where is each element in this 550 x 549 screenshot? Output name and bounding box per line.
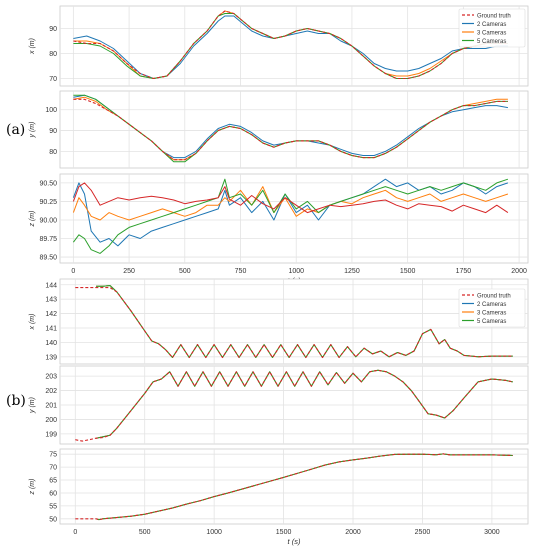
series-line-5-cameras: [73, 94, 508, 163]
series-line-ground-truth: [75, 453, 513, 521]
series-line-ground-truth: [75, 287, 513, 359]
y-tick-label: 142: [45, 311, 57, 318]
y-axis-label: z (m): [29, 479, 36, 496]
y-tick-label: 80: [49, 51, 57, 58]
legend-label: 3 Cameras: [477, 30, 506, 36]
x-tick-label: 0: [73, 529, 77, 536]
x-tick-label: 1500: [400, 268, 416, 275]
y-tick-label: 139: [45, 354, 57, 361]
y-tick-label: 200: [45, 417, 57, 424]
series-line-ground-truth: [75, 369, 513, 442]
x-axis-label: t (s): [288, 537, 301, 546]
x-tick-label: 2000: [511, 268, 527, 275]
legend: Ground truth 2 Cameras 3 Cameras 5 Cameras: [458, 288, 526, 328]
y-tick-label: 55: [49, 503, 57, 510]
legend-label: 5 Cameras: [477, 39, 506, 45]
x-tick-label: 1500: [276, 529, 292, 536]
plot-frame: [59, 90, 529, 169]
panel-tag-b: (b): [6, 393, 26, 409]
x-tick-label: 0: [71, 268, 75, 275]
y-tick-label: 70: [49, 76, 57, 83]
legend-label: 5 Cameras: [477, 319, 506, 325]
chart-panel-b-6: 0 500 1000 1500 2000 2500 3000 50 55 60 65 70 75 z (m…: [29, 448, 529, 546]
legend-label: 2 Cameras: [477, 22, 506, 28]
legend-label: 3 Cameras: [477, 310, 506, 316]
plot-frame: [59, 173, 529, 264]
series-line-ground-truth: [73, 10, 508, 80]
legend-box: [458, 288, 526, 328]
y-tick-label: 90.25: [39, 199, 57, 206]
y-axis-label: y (m): [29, 122, 36, 139]
x-tick-label: 2500: [415, 529, 431, 536]
legend-box: [458, 8, 526, 48]
x-tick-label: 1000: [288, 268, 304, 275]
x-tick-label: 1250: [344, 268, 360, 275]
chart-panel-a-3: 0 250 500 750 1000 1250 1500 1750 2000 89.50 89.75…: [29, 173, 529, 285]
chart-panel-a-2: 80 90 100 y (m): [29, 90, 529, 169]
y-axis-label: y (m): [29, 397, 36, 414]
y-axis-label: z (m): [29, 211, 36, 228]
y-axis-label: x (m): [29, 314, 36, 331]
y-tick-label: 65: [49, 478, 57, 485]
y-tick-label: 140: [45, 340, 57, 347]
panel-tag-a: (a): [6, 122, 26, 138]
legend-label: Ground truth: [477, 293, 511, 299]
y-tick-label: 89.75: [39, 236, 57, 243]
x-tick-label: 500: [139, 529, 151, 536]
y-tick-label: 50: [49, 516, 57, 523]
y-tick-label: 70: [49, 465, 57, 472]
x-tick-label: 3000: [484, 529, 500, 536]
y-tick-label: 141: [45, 325, 57, 332]
y-tick-label: 90.00: [39, 217, 57, 224]
y-tick-label: 201: [45, 403, 57, 410]
chart-panel-a-1: 70 80 90 x (m) Ground truth 2 Cameras 3 Camera…: [29, 5, 529, 87]
series-line-5-cameras: [72, 178, 509, 254]
y-tick-label: 89.50: [39, 255, 57, 262]
y-tick-label: 202: [45, 388, 57, 395]
y-tick-label: 144: [45, 282, 57, 289]
y-tick-label: 75: [49, 452, 57, 459]
x-tick-label: 2000: [345, 529, 361, 536]
plot-frame: [59, 448, 529, 525]
x-tick-label: 500: [179, 268, 191, 275]
x-tick-label: 750: [235, 268, 247, 275]
legend-label: Ground truth: [477, 13, 511, 19]
x-tick-label: 1750: [456, 268, 472, 275]
y-tick-label: 90: [49, 128, 57, 135]
chart-panel-b-5: 199 200 201 202 203 y (m): [29, 365, 529, 445]
x-tick-label: 250: [123, 268, 135, 275]
y-tick-label: 80: [49, 149, 57, 156]
y-tick-label: 199: [45, 431, 57, 438]
y-tick-label: 143: [45, 297, 57, 304]
legend: Ground truth 2 Cameras 3 Cameras 5 Cameras: [458, 8, 526, 48]
legend-label: 2 Cameras: [477, 302, 506, 308]
chart-panel-b-4: 139 140 141 142 143 144 x (m) Ground truth 2 Cam…: [29, 278, 529, 365]
x-tick-label: 1000: [206, 529, 222, 536]
y-tick-label: 100: [45, 107, 57, 114]
y-tick-label: 90: [49, 26, 57, 33]
y-tick-label: 90.50: [39, 180, 57, 187]
y-tick-label: 60: [49, 490, 57, 497]
y-axis-label: x (m): [29, 38, 36, 55]
y-tick-label: 203: [45, 374, 57, 381]
series-line-ground-truth: [72, 182, 509, 214]
plot-frame: [59, 5, 529, 87]
